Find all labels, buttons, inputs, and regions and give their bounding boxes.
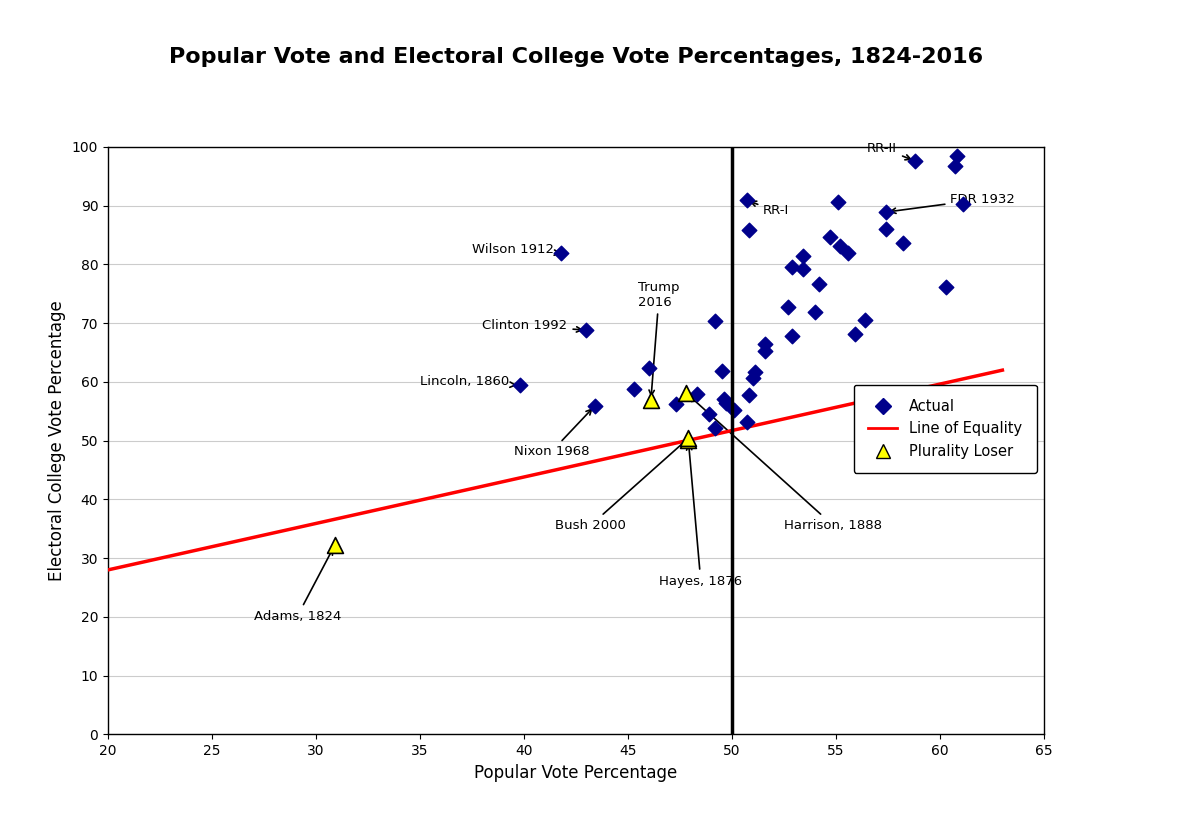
Point xyxy=(856,313,875,326)
Point xyxy=(793,250,812,263)
Point xyxy=(756,344,775,357)
X-axis label: Popular Vote Percentage: Popular Vote Percentage xyxy=(474,764,678,782)
Point xyxy=(640,361,659,375)
Point xyxy=(737,194,756,207)
Point xyxy=(666,397,685,410)
Point xyxy=(725,404,744,417)
Text: FDR 1932: FDR 1932 xyxy=(890,193,1015,214)
Text: Lincoln, 1860: Lincoln, 1860 xyxy=(420,375,516,388)
Point xyxy=(820,231,839,244)
Point xyxy=(839,246,858,259)
Point xyxy=(779,300,798,313)
Point xyxy=(782,260,802,273)
Point xyxy=(625,383,644,396)
Point xyxy=(793,263,812,276)
Point xyxy=(745,366,764,379)
Point xyxy=(906,154,925,167)
Text: RR-II: RR-II xyxy=(868,142,911,160)
Text: Popular Vote and Electoral College Vote Percentages, 1824-2016: Popular Vote and Electoral College Vote … xyxy=(169,47,983,67)
Point xyxy=(552,246,571,259)
Text: Bush 2000: Bush 2000 xyxy=(556,441,685,532)
Point xyxy=(641,393,660,406)
Point xyxy=(876,206,895,219)
Text: Harrison, 1888: Harrison, 1888 xyxy=(690,396,882,532)
Point xyxy=(805,305,824,318)
Point xyxy=(830,239,850,252)
Point xyxy=(739,388,758,401)
Point xyxy=(944,160,964,173)
Point xyxy=(737,415,756,428)
Point xyxy=(679,433,698,446)
Point xyxy=(782,330,802,343)
Text: Hayes, 1876: Hayes, 1876 xyxy=(659,445,743,588)
Text: RR-I: RR-I xyxy=(751,202,790,217)
Point xyxy=(577,324,596,337)
Point xyxy=(586,400,605,413)
Point xyxy=(937,281,956,294)
Point xyxy=(743,372,762,385)
Point xyxy=(716,397,736,410)
Point xyxy=(845,327,864,340)
Text: Adams, 1824: Adams, 1824 xyxy=(253,549,341,623)
Point xyxy=(688,387,707,400)
Point xyxy=(677,387,696,400)
Point xyxy=(712,365,731,378)
Point xyxy=(706,314,725,327)
Legend: Actual, Line of Equality, Plurality Loser: Actual, Line of Equality, Plurality Lose… xyxy=(853,384,1037,473)
Point xyxy=(893,237,912,250)
Point xyxy=(325,539,344,552)
Text: Nixon 1968: Nixon 1968 xyxy=(514,410,592,459)
Point xyxy=(947,149,966,162)
Point xyxy=(714,392,733,406)
Point xyxy=(756,337,775,350)
Point xyxy=(810,277,829,290)
Text: Trump
2016: Trump 2016 xyxy=(638,281,680,396)
Text: Clinton 1992: Clinton 1992 xyxy=(482,319,582,332)
Text: Wilson 1912: Wilson 1912 xyxy=(472,242,560,255)
Point xyxy=(876,222,895,235)
Point xyxy=(828,196,847,209)
Point xyxy=(953,197,972,211)
Point xyxy=(700,407,719,420)
Point xyxy=(679,432,698,445)
Point xyxy=(706,421,725,434)
Y-axis label: Electoral College Vote Percentage: Electoral College Vote Percentage xyxy=(48,300,66,581)
Point xyxy=(510,379,529,392)
Point xyxy=(739,224,758,237)
